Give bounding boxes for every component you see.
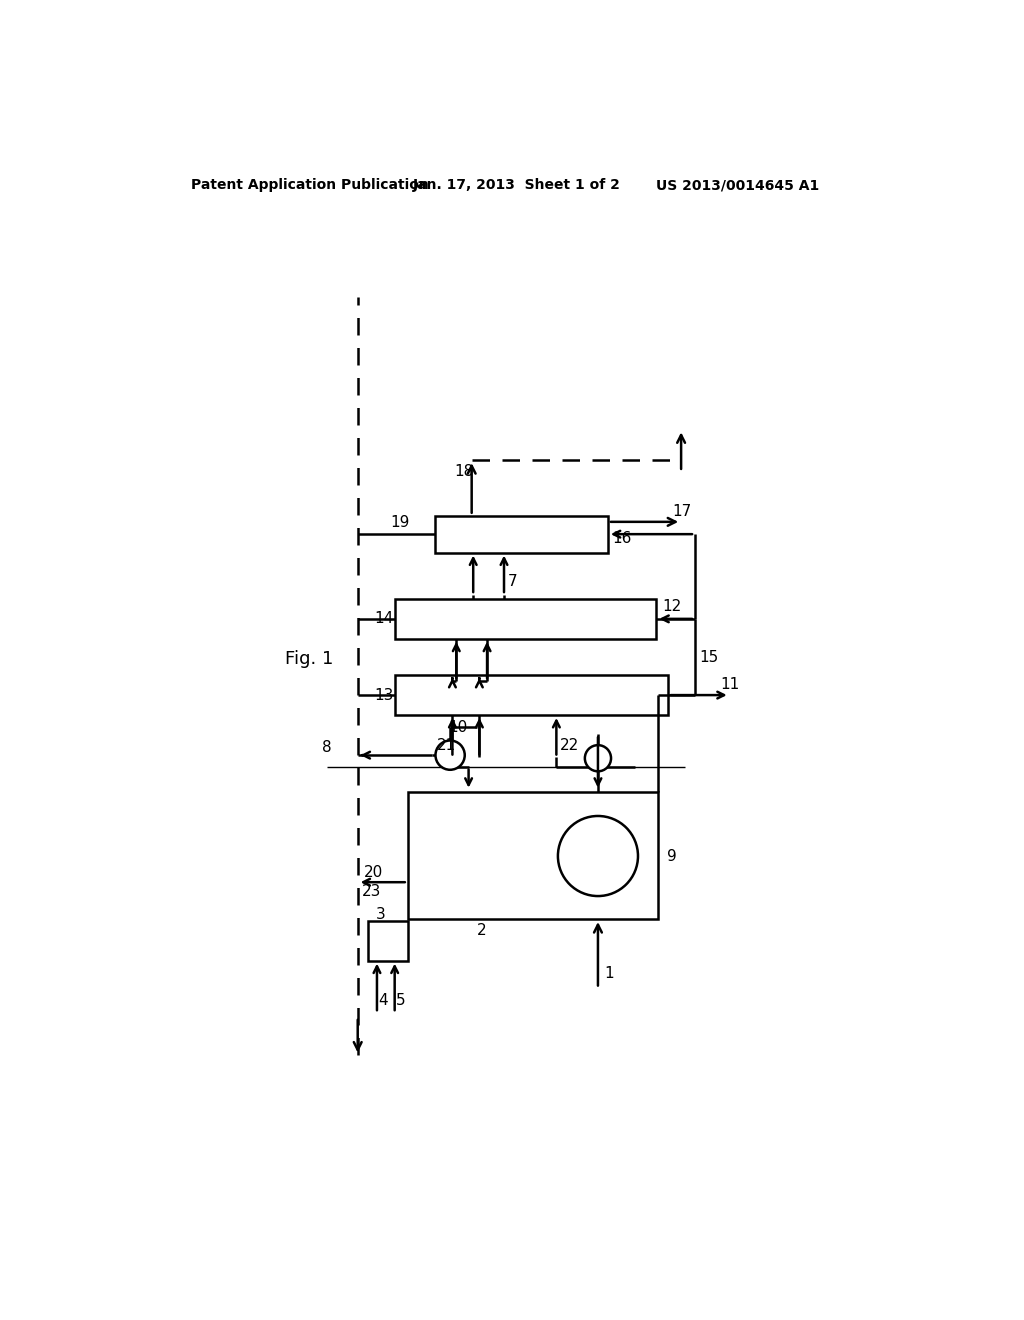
Bar	[368, 921, 408, 961]
Text: 11: 11	[720, 677, 739, 692]
Text: 18: 18	[455, 463, 474, 479]
Text: 16: 16	[612, 531, 632, 546]
Text: 3: 3	[376, 907, 385, 923]
Text: 7: 7	[508, 574, 517, 590]
Bar	[394, 675, 668, 715]
Text: 14: 14	[374, 611, 393, 627]
Text: 19: 19	[390, 515, 410, 531]
Text: 15: 15	[699, 649, 719, 665]
Text: 17: 17	[672, 503, 691, 519]
Text: 5: 5	[396, 993, 406, 1008]
Text: 23: 23	[361, 884, 381, 899]
Text: Patent Application Publication: Patent Application Publication	[190, 178, 428, 193]
Text: 13: 13	[374, 688, 393, 702]
Text: 1: 1	[604, 965, 613, 981]
Text: US 2013/0014645 A1: US 2013/0014645 A1	[655, 178, 819, 193]
Text: 10: 10	[449, 719, 468, 735]
Text: 8: 8	[322, 741, 331, 755]
Text: Fig. 1: Fig. 1	[285, 649, 333, 668]
Circle shape	[435, 741, 465, 770]
Text: 12: 12	[663, 599, 682, 614]
Text: 20: 20	[364, 866, 383, 880]
Text: Jan. 17, 2013  Sheet 1 of 2: Jan. 17, 2013 Sheet 1 of 2	[413, 178, 621, 193]
Circle shape	[558, 816, 638, 896]
Text: 9: 9	[668, 849, 677, 863]
Text: 4: 4	[379, 993, 388, 1008]
Bar	[435, 516, 608, 553]
Text: 21: 21	[437, 738, 457, 754]
Text: 22: 22	[560, 738, 580, 754]
Bar	[408, 792, 658, 919]
Text: 2: 2	[477, 923, 486, 939]
Bar	[394, 599, 656, 639]
Circle shape	[585, 744, 611, 771]
